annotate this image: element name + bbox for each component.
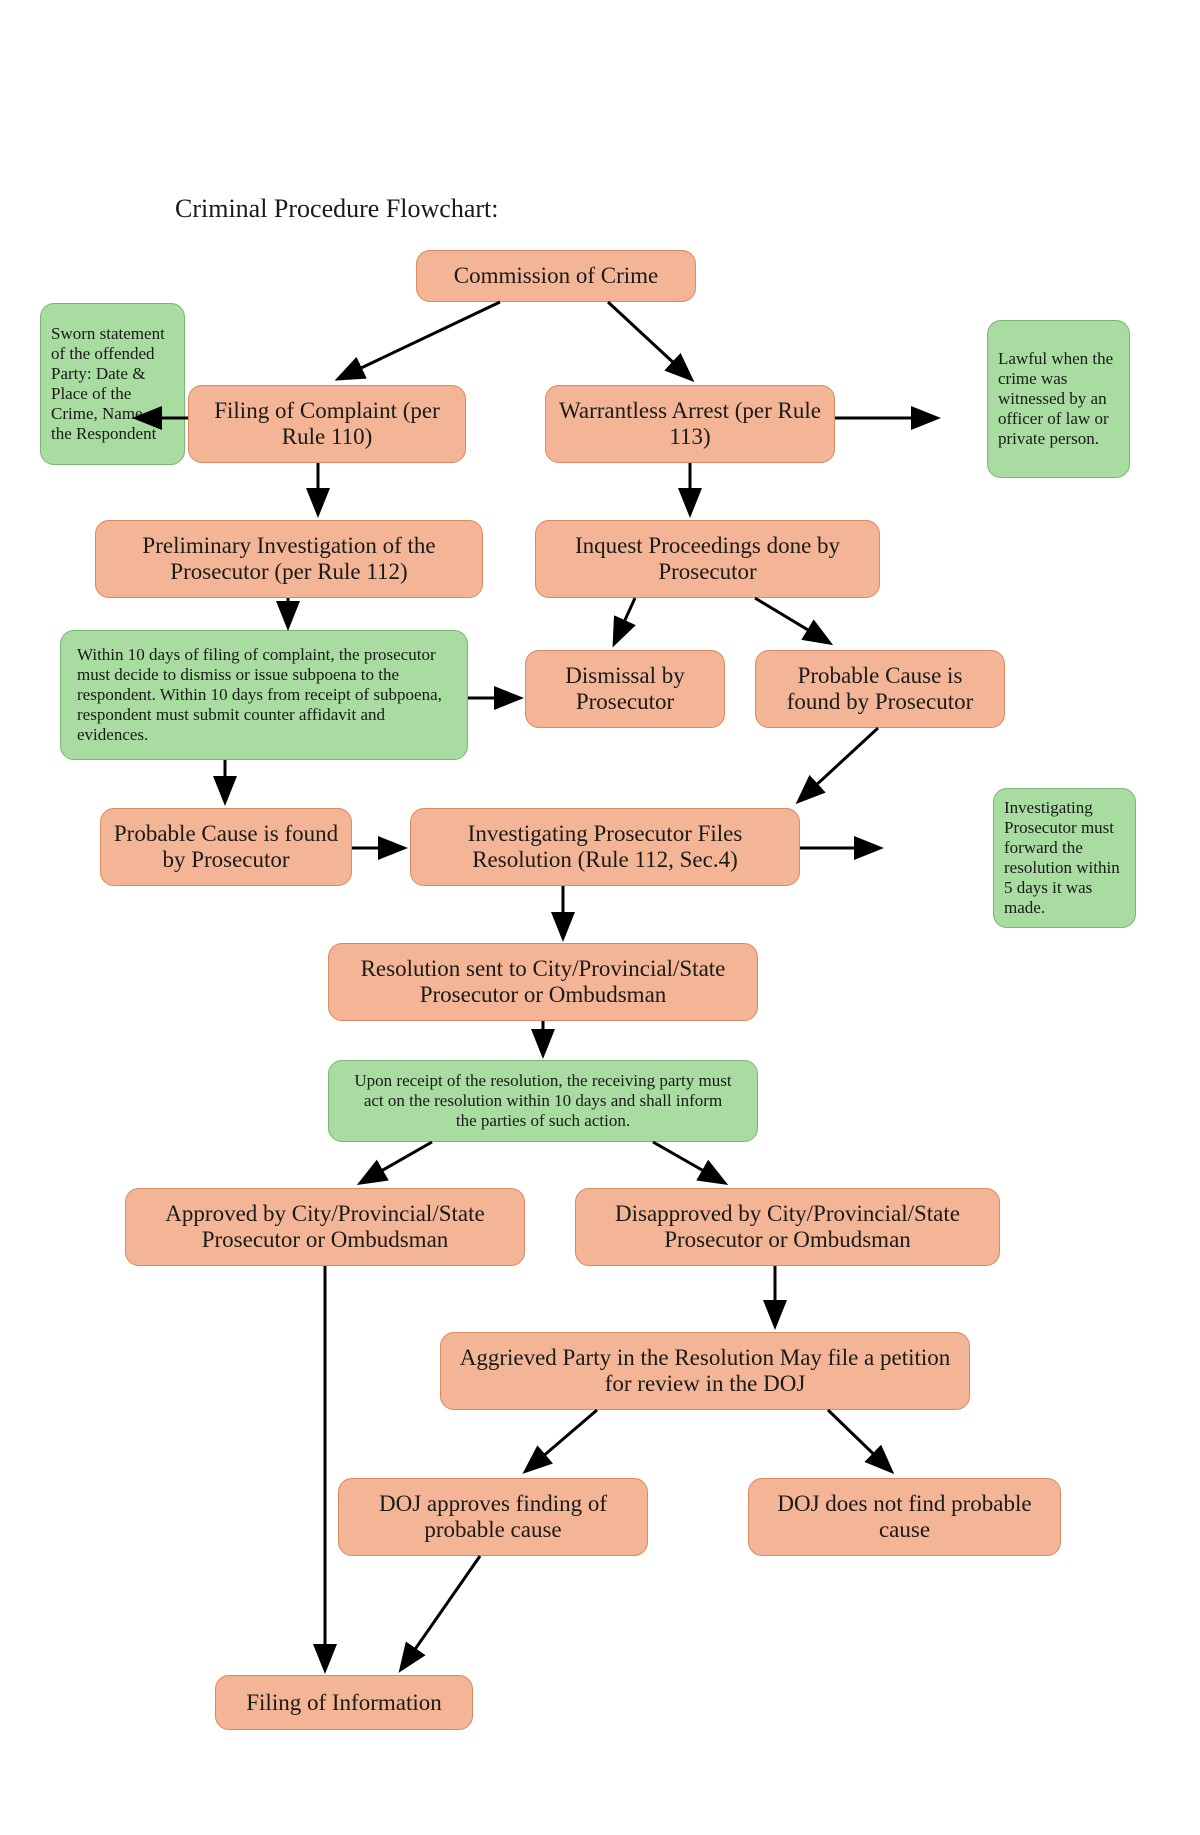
note-receipt: Upon receipt of the resolution, the rece… xyxy=(328,1060,758,1142)
node-label: DOJ does not find probable cause xyxy=(761,1491,1048,1543)
node-label: Dismissal by Prosecutor xyxy=(538,663,712,715)
node-approved: Approved by City/Provincial/State Prosec… xyxy=(125,1188,525,1266)
node-investigating: Investigating Prosecutor Files Resolutio… xyxy=(410,808,800,886)
note-lawful: Lawful when the crime was witnessed by a… xyxy=(987,320,1130,478)
note-sworn: Sworn statement of the offended Party: D… xyxy=(40,303,185,465)
node-label: Approved by City/Provincial/State Prosec… xyxy=(138,1201,512,1253)
node-doj-not: DOJ does not find probable cause xyxy=(748,1478,1061,1556)
node-label: Aggrieved Party in the Resolution May fi… xyxy=(453,1345,957,1397)
note-text: Within 10 days of filing of complaint, t… xyxy=(77,645,451,745)
page-title: Criminal Procedure Flowchart: xyxy=(175,194,498,224)
node-inquest: Inquest Proceedings done by Prosecutor xyxy=(535,520,880,598)
node-filing-info: Filing of Information xyxy=(215,1675,473,1730)
node-label: Probable Cause is found by Prosecutor xyxy=(113,821,339,873)
node-label: DOJ approves finding of probable cause xyxy=(351,1491,635,1543)
note-text: Investigating Prosecutor must forward th… xyxy=(1004,798,1125,918)
node-label: Filing of Complaint (per Rule 110) xyxy=(201,398,453,450)
node-label: Inquest Proceedings done by Prosecutor xyxy=(548,533,867,585)
node-resolution-sent: Resolution sent to City/Provincial/State… xyxy=(328,943,758,1021)
node-warrantless: Warrantless Arrest (per Rule 113) xyxy=(545,385,835,463)
node-prob-cause-left: Probable Cause is found by Prosecutor xyxy=(100,808,352,886)
note-text: Upon receipt of the resolution, the rece… xyxy=(353,1071,733,1131)
note-10days: Within 10 days of filing of complaint, t… xyxy=(60,630,468,760)
node-label: Preliminary Investigation of the Prosecu… xyxy=(108,533,470,585)
note-text: Sworn statement of the offended Party: D… xyxy=(51,324,174,444)
node-label: Disapproved by City/Provincial/State Pro… xyxy=(588,1201,987,1253)
node-label: Filing of Information xyxy=(246,1690,441,1716)
node-label: Investigating Prosecutor Files Resolutio… xyxy=(423,821,787,873)
node-label: Probable Cause is found by Prosecutor xyxy=(768,663,992,715)
node-aggrieved: Aggrieved Party in the Resolution May fi… xyxy=(440,1332,970,1410)
node-dismissal: Dismissal by Prosecutor xyxy=(525,650,725,728)
node-label: Warrantless Arrest (per Rule 113) xyxy=(558,398,822,450)
node-filing-complaint: Filing of Complaint (per Rule 110) xyxy=(188,385,466,463)
note-text: Lawful when the crime was witnessed by a… xyxy=(998,349,1119,449)
node-label: Resolution sent to City/Provincial/State… xyxy=(341,956,745,1008)
node-doj-approves: DOJ approves finding of probable cause xyxy=(338,1478,648,1556)
node-prelim: Preliminary Investigation of the Prosecu… xyxy=(95,520,483,598)
node-commission: Commission of Crime xyxy=(416,250,696,302)
node-prob-cause-right: Probable Cause is found by Prosecutor xyxy=(755,650,1005,728)
note-forward: Investigating Prosecutor must forward th… xyxy=(993,788,1136,928)
node-disapproved: Disapproved by City/Provincial/State Pro… xyxy=(575,1188,1000,1266)
node-label: Commission of Crime xyxy=(454,263,658,289)
